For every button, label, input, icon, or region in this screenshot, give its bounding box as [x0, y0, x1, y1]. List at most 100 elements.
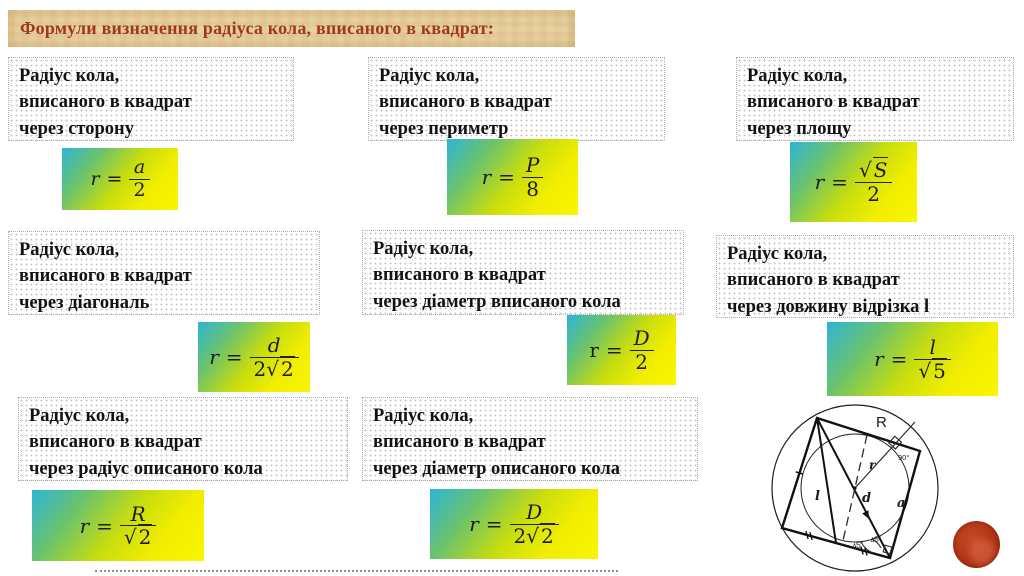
card-text-line: через довжину відрізка l [727, 296, 930, 317]
card-radius-via-circumdiameter: Радіус кола, вписаного в квадрат через д… [362, 397, 698, 481]
denominator: 2√ 2 [250, 355, 299, 381]
sqrt-sign: √ [526, 523, 540, 548]
sqrt-sign: √ [266, 356, 280, 381]
formula-lhs: r [90, 168, 100, 190]
tick-mark [809, 532, 813, 541]
equals-sign: = [498, 165, 515, 189]
tick-mark [864, 547, 868, 556]
card-text-line: вписаного в квадрат [373, 432, 546, 453]
fraction-bar [249, 356, 299, 358]
card-text-line: Радіус кола, [19, 66, 120, 86]
card-text-line: Радіус кола, [747, 66, 848, 86]
card-radius-via-segment-length: Радіус кола, вписаного в квадрат через д… [716, 235, 1014, 318]
fraction-bar [854, 181, 893, 183]
radicand: S [872, 157, 889, 183]
title-banner: Формули визначення радіуса кола, вписано… [8, 10, 575, 47]
radius-R-line [854, 421, 916, 489]
denominator: 2 [635, 349, 649, 374]
fraction-bar [119, 525, 157, 526]
formula-lhs: r [79, 513, 90, 538]
denominator: √ 2 [120, 524, 156, 549]
angle-arc [860, 541, 874, 554]
equals-sign: = [225, 345, 243, 369]
label-l: l [815, 489, 820, 504]
card-text-line: через периметр [379, 118, 509, 139]
formula-r-equals-big-r-over-sqrt2: r = R √ 2 [32, 490, 204, 561]
card-text-line: Радіус кола, [727, 244, 828, 264]
card-text-line: Радіус кола, [19, 240, 120, 260]
card-text-line: вписаного в квадрат [29, 432, 202, 453]
formula-r-equals-a-over-2: r = a 2 [62, 148, 178, 210]
card-text-line: через діаметр описаного кола [373, 458, 621, 479]
equals-sign: = [605, 338, 623, 362]
geometry-diagram: R r d l a 90° 45° 45° [763, 396, 953, 576]
equals-sign: = [485, 512, 503, 536]
sqrt-sign: √ [123, 525, 137, 549]
fraction: D 2√ 2 [509, 500, 559, 548]
page-title: Формули визначення радіуса кола, вписано… [20, 18, 495, 38]
fraction-bar [521, 176, 544, 178]
denominator: 8 [526, 176, 540, 201]
tick-mark [860, 546, 864, 555]
label-d: d [862, 491, 871, 506]
numerator: D [633, 326, 650, 351]
radicand: 2 [280, 355, 295, 381]
card-radius-via-diagonal: Радіус кола, вписаного в квадрат через д… [8, 231, 320, 315]
cut-off-card-edge [95, 570, 618, 572]
card-radius-via-perimeter: Радіус кола, вписаного в квадрат через п… [368, 57, 665, 141]
fraction-bar [509, 523, 559, 525]
card-text-line: Радіус кола, [373, 239, 474, 259]
fraction: l √ 5 [914, 335, 951, 383]
formula-r-equals-big-d-over-2sqrt2: r = D 2√ 2 [430, 489, 598, 559]
radicand: 2 [137, 524, 153, 549]
card-text-line: Радіус кола, [373, 406, 474, 426]
card-text-line: вписаного в квадрат [19, 92, 192, 113]
equals-sign: = [96, 513, 113, 538]
denominator: √ 5 [914, 357, 950, 383]
label-small-r: r [869, 458, 877, 472]
denominator: 2 [133, 178, 146, 201]
formula-lhs: r [209, 345, 219, 369]
formula-r-equals-l-over-sqrt5: r = l √ 5 [827, 322, 998, 396]
card-radius-via-circumradius: Радіус кола, вписаного в квадрат через р… [18, 397, 348, 481]
card-radius-via-side: Радіус кола, вписаного в квадрат через с… [8, 57, 294, 141]
fraction-bar [914, 358, 951, 360]
card-text-line: вписаного в квадрат [373, 265, 546, 286]
formula-lhs: r [469, 512, 479, 536]
label-90-degrees: 90° [898, 453, 909, 462]
formula-lhs: r [814, 170, 825, 194]
diagram-svg: R r d l a 90° 45° 45° [771, 404, 939, 572]
dashed-axis-line [841, 434, 868, 546]
card-text-line: через діаметр вписаного кола [373, 291, 621, 312]
angle-arc [871, 538, 882, 549]
label-a: a [897, 496, 905, 511]
segment-l-line [816, 417, 837, 544]
bottom-right-angle-marker [882, 544, 893, 555]
fraction: a 2 [129, 156, 150, 201]
card-text-line: вписаного в квадрат [747, 92, 920, 113]
equals-sign: = [890, 347, 908, 371]
formula-lhs: r [874, 347, 884, 371]
denominator: 2 [867, 181, 881, 206]
fraction: R √ 2 [119, 502, 157, 549]
card-radius-via-area: Радіус кола, вписаного в квадрат через п… [736, 57, 1014, 141]
numerator: D [526, 500, 543, 525]
tick-mark [795, 471, 804, 475]
card-text-line: через сторону [19, 118, 134, 139]
label-45-degrees: 45° [869, 533, 882, 544]
coefficient: 2 [253, 356, 267, 381]
formula-r-equals-big-d-over-2: r = D 2 [567, 315, 676, 385]
fraction: d 2√ 2 [249, 333, 299, 381]
formula-r-equals-sqrt-s-over-2: r = √ S 2 [790, 142, 917, 222]
denominator: 2√ 2 [510, 522, 559, 548]
tick-mark [805, 530, 809, 540]
formula-lhs: r [589, 338, 599, 362]
equals-sign: = [831, 170, 848, 194]
card-text-line: Радіус кола, [379, 66, 480, 86]
card-text-line: через діагональ [19, 292, 150, 313]
card-text-line: через радіус описаного кола [29, 458, 263, 479]
numerator: d [267, 333, 281, 358]
fraction-bar [629, 349, 654, 351]
numerator: P [525, 153, 540, 178]
numerator: l [929, 335, 936, 360]
